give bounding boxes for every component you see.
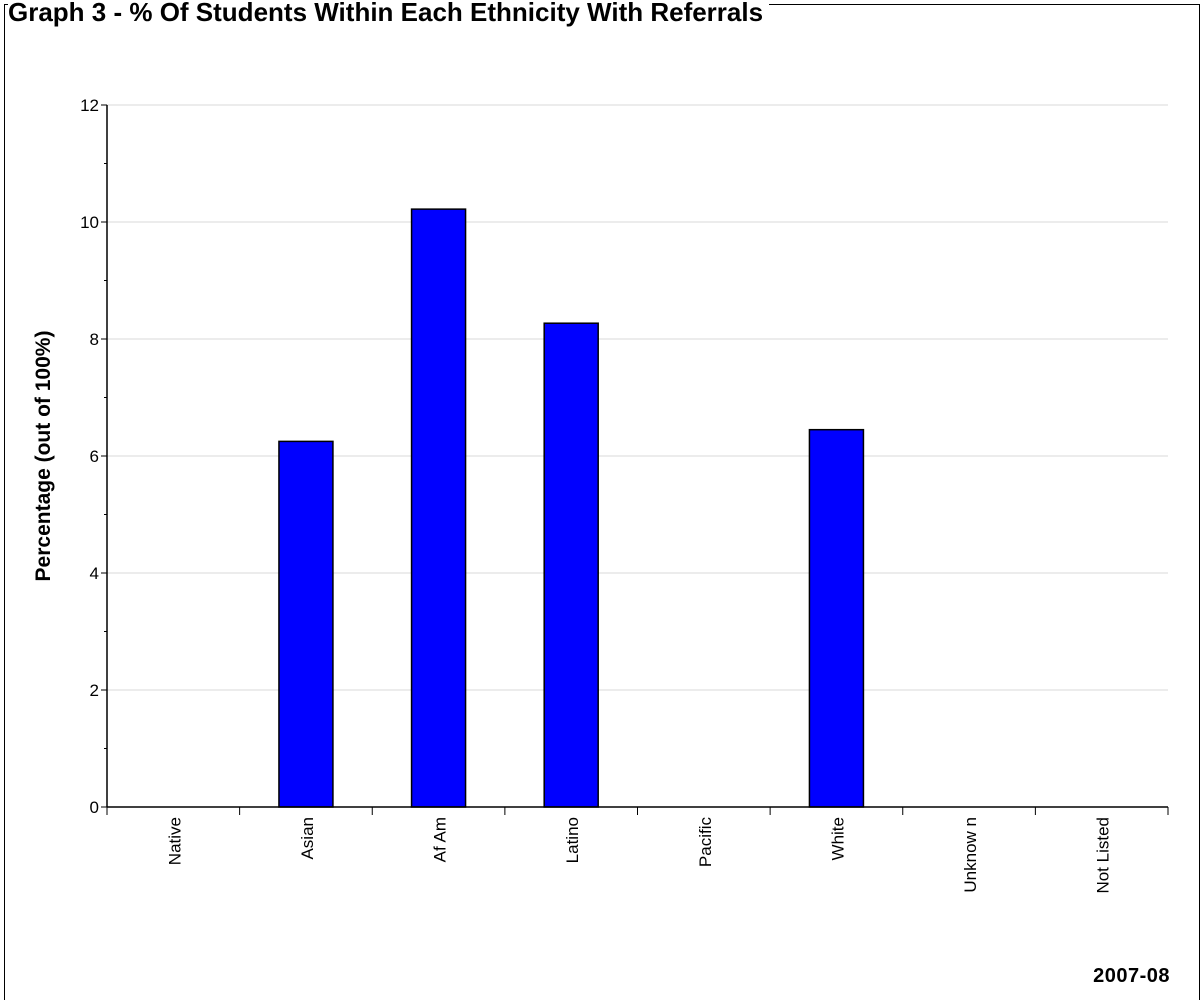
bars (278, 208, 865, 808)
period-label: 2007-08 (1093, 965, 1170, 987)
tick-labels: 0 2 4 6 8 10 12 Native Asian Af Am Latino Pacific Wh… (80, 96, 1113, 894)
x-tick-label: Unknow n (961, 817, 980, 893)
y-tick-label: 12 (80, 96, 99, 115)
y-tick-label: 8 (90, 330, 99, 349)
gridlines (107, 104, 1168, 691)
y-tick-label: 4 (90, 564, 99, 583)
x-tick-label: Native (165, 817, 184, 865)
y-tick-label: 10 (80, 213, 99, 232)
bar-asian (278, 440, 334, 808)
y-tick-label: 2 (90, 681, 99, 700)
chart-title: Graph 3 - % Of Students Within Each Ethn… (8, 0, 770, 28)
x-tick-label: Pacific (696, 817, 715, 868)
y-tick-label: 6 (90, 447, 99, 466)
y-axis-label: Percentage (out of 100%) (32, 331, 55, 582)
bar-latino (543, 322, 599, 808)
axes (101, 104, 1169, 815)
x-tick-label: Not Listed (1094, 817, 1113, 894)
y-tick-label: 0 (90, 798, 99, 817)
bar-af-am (410, 208, 467, 808)
x-tick-label: Af Am (431, 817, 450, 862)
bar-white (808, 428, 865, 808)
x-tick-label: Asian (298, 817, 317, 860)
x-tick-label: Latino (563, 817, 582, 863)
x-tick-label: White (828, 817, 847, 860)
